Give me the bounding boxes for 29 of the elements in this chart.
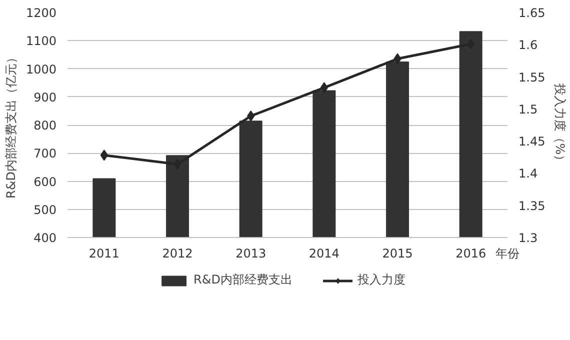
- x-tick-label: 2011: [88, 246, 120, 260]
- y-tick-label: 500: [34, 202, 56, 217]
- y-tick-label: 700: [34, 146, 56, 161]
- x-axis-title: 年份: [496, 246, 520, 260]
- y-tick-label: 900: [34, 90, 56, 104]
- x-tick-label: 2012: [162, 246, 193, 260]
- y2-tick-label: 1.65: [518, 6, 546, 20]
- y2-tick-label: 1.3: [518, 231, 538, 245]
- y2-axis-title: 投入力度（%）: [553, 82, 568, 167]
- x-tick-label: 2015: [382, 246, 413, 260]
- y-tick-label: 1000: [26, 62, 57, 76]
- y2-tick-label: 1.6: [518, 38, 538, 52]
- legend-label: 投入力度: [357, 272, 406, 288]
- y-tick-label: 1100: [26, 34, 57, 48]
- y-tick-label: 400: [34, 231, 56, 245]
- y-tick-label: 1200: [26, 6, 57, 20]
- y2-tick-label: 1.45: [518, 134, 546, 149]
- y2-tick-label: 1.35: [518, 198, 546, 213]
- y-tick-label: 800: [34, 118, 56, 132]
- y-axis-title: R&D内部经费支出（亿元）: [4, 52, 18, 198]
- x-tick-label: 2013: [236, 246, 266, 260]
- y2-tick-label: 1.4: [518, 166, 538, 181]
- y2-tick-label: 1.55: [518, 70, 546, 84]
- point: [247, 110, 255, 122]
- legend-label: R&D内部经费支出: [194, 272, 292, 288]
- x-tick-label: 2016: [456, 246, 486, 260]
- y2-tick-label: 1.5: [518, 102, 538, 116]
- y-tick-label: 600: [34, 174, 56, 189]
- x-tick-label: 2014: [308, 246, 340, 260]
